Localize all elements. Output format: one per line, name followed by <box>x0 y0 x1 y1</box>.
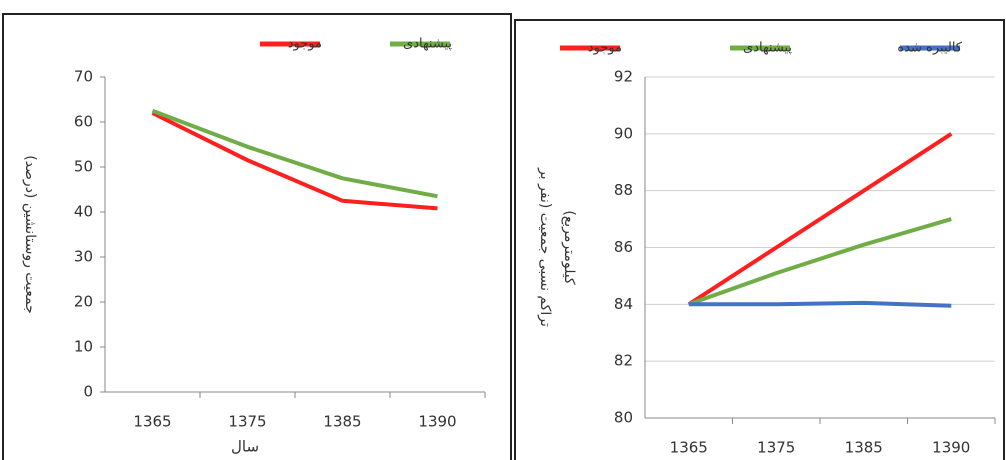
chart-frame <box>514 19 1005 460</box>
x-tick-label: 1390 <box>932 439 970 457</box>
y-tick-label: 20 <box>74 293 93 311</box>
y-tick-label: 82 <box>614 352 633 370</box>
y-tick-label: 86 <box>614 238 633 256</box>
x-tick-label: 1365 <box>670 439 708 457</box>
legend-label: پیشنهادی <box>403 37 452 52</box>
legend-label: موجود <box>288 37 322 52</box>
x-tick-label: 1375 <box>228 413 266 431</box>
y-tick-label: 84 <box>614 295 633 313</box>
y-tick-label: 10 <box>74 338 93 356</box>
series-line <box>688 217 952 307</box>
chart-frame <box>2 13 512 460</box>
y-tick-label: 88 <box>614 181 633 199</box>
y-tick-label: 50 <box>74 158 93 176</box>
legend-label: پیشنهادی <box>743 41 792 56</box>
y-tick-label: 40 <box>74 203 93 221</box>
y-axis-title: جمعیت روستانشین (درصد) <box>22 155 38 314</box>
legend-label: کالیبره شده <box>897 41 962 56</box>
y-tick-label: 80 <box>614 409 633 427</box>
x-axis-title: سال <box>231 438 259 456</box>
y-axis-title: تراکم نسبی جمعیت (نفر بر <box>537 167 553 327</box>
series-line <box>687 132 953 306</box>
x-tick-label: 1390 <box>418 413 456 431</box>
series-line <box>688 300 952 308</box>
y-tick-label: 0 <box>83 383 93 401</box>
x-tick-label: 1375 <box>757 439 795 457</box>
series-line <box>151 111 438 211</box>
x-tick-label: 1385 <box>323 413 361 431</box>
y-tick-label: 92 <box>614 68 633 86</box>
y-axis-title: کیلومترمربع) <box>561 210 577 285</box>
x-tick-label: 1365 <box>133 413 171 431</box>
y-tick-label: 70 <box>74 68 93 86</box>
legend-label: موجود <box>588 41 622 56</box>
series-line <box>151 108 438 199</box>
x-tick-label: 1385 <box>845 439 883 457</box>
y-tick-label: 60 <box>74 113 93 131</box>
y-tick-label: 90 <box>614 124 633 142</box>
y-tick-label: 30 <box>74 248 93 266</box>
